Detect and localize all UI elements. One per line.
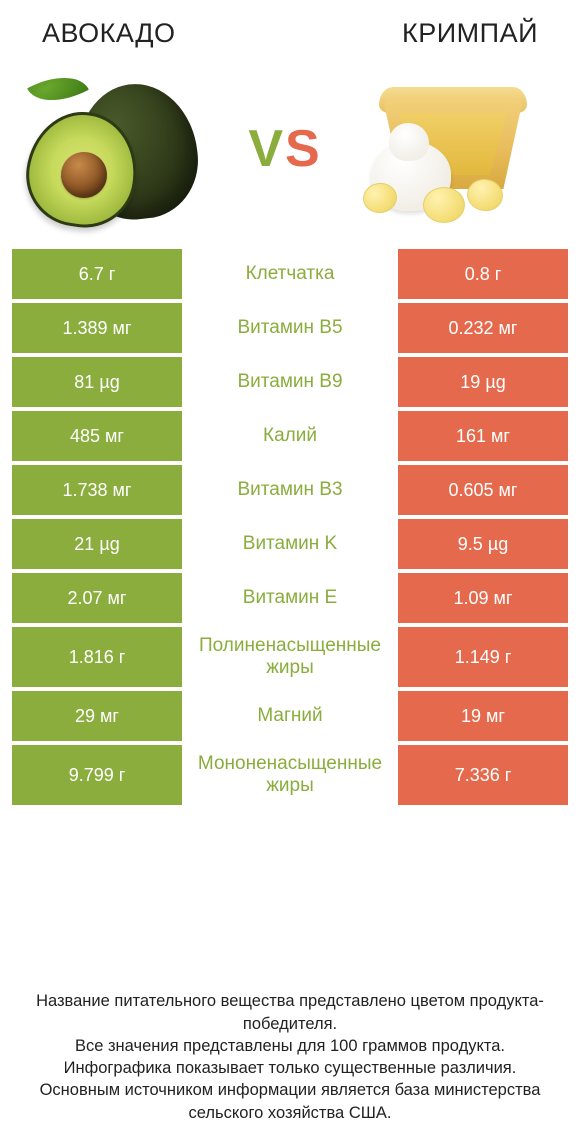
value-left: 6.7 г <box>12 249 182 299</box>
value-right: 7.336 г <box>398 745 568 805</box>
value-left: 1.738 мг <box>12 465 182 515</box>
titles-row: АВОКАДО КРИМПАЙ <box>12 18 568 59</box>
food-left-image <box>22 69 222 229</box>
footer-line: Инфографика показывает только существенн… <box>26 1057 554 1079</box>
footer-notes: Название питательного вещества представл… <box>12 962 568 1124</box>
table-row: 485 мгКалий161 мг <box>12 411 568 461</box>
table-row: 1.389 мгВитамин B50.232 мг <box>12 303 568 353</box>
table-row: 6.7 гКлетчатка0.8 г <box>12 249 568 299</box>
footer-line: Название питательного вещества представл… <box>26 990 554 1035</box>
value-left: 21 µg <box>12 519 182 569</box>
comparison-infographic: АВОКАДО КРИМПАЙ VS 6 <box>0 0 580 1144</box>
value-left: 81 µg <box>12 357 182 407</box>
table-row: 1.738 мгВитамин B30.605 мг <box>12 465 568 515</box>
nutrient-label: Витамин B5 <box>182 303 398 353</box>
title-right: КРИМПАЙ <box>402 18 538 49</box>
nutrient-label: Полиненасыщенные жиры <box>182 627 398 687</box>
table-row: 81 µgВитамин B919 µg <box>12 357 568 407</box>
nutrient-label: Магний <box>182 691 398 741</box>
value-right: 161 мг <box>398 411 568 461</box>
footer-line: Все значения представлены для 100 граммо… <box>26 1035 554 1057</box>
hero-row: VS <box>12 59 568 249</box>
value-left: 1.816 г <box>12 627 182 687</box>
value-right: 0.605 мг <box>398 465 568 515</box>
nutrient-label: Витамин E <box>182 573 398 623</box>
table-row: 2.07 мгВитамин E1.09 мг <box>12 573 568 623</box>
value-right: 9.5 µg <box>398 519 568 569</box>
value-left: 1.389 мг <box>12 303 182 353</box>
cream-pie-icon <box>363 79 533 219</box>
food-right-image <box>348 69 548 229</box>
value-right: 19 µg <box>398 357 568 407</box>
table-row: 9.799 гМононенасыщенные жиры7.336 г <box>12 745 568 805</box>
footer-line: Основным источником информации является … <box>26 1079 554 1124</box>
vs-letter-v: V <box>248 120 285 178</box>
value-right: 1.149 г <box>398 627 568 687</box>
vs-letter-s: S <box>285 120 322 178</box>
value-right: 1.09 мг <box>398 573 568 623</box>
nutrient-label: Мононенасыщенные жиры <box>182 745 398 805</box>
vs-badge: VS <box>248 123 321 175</box>
value-left: 9.799 г <box>12 745 182 805</box>
table-row: 1.816 гПолиненасыщенные жиры1.149 г <box>12 627 568 687</box>
nutrient-label: Клетчатка <box>182 249 398 299</box>
value-left: 485 мг <box>12 411 182 461</box>
title-left: АВОКАДО <box>42 18 176 49</box>
nutrient-label: Витамин K <box>182 519 398 569</box>
value-left: 2.07 мг <box>12 573 182 623</box>
value-right: 19 мг <box>398 691 568 741</box>
nutrient-label: Калий <box>182 411 398 461</box>
table-row: 21 µgВитамин K9.5 µg <box>12 519 568 569</box>
value-left: 29 мг <box>12 691 182 741</box>
value-right: 0.232 мг <box>398 303 568 353</box>
value-right: 0.8 г <box>398 249 568 299</box>
nutrition-table: 6.7 гКлетчатка0.8 г1.389 мгВитамин B50.2… <box>12 249 568 962</box>
avocado-icon <box>27 74 217 224</box>
table-row: 29 мгМагний19 мг <box>12 691 568 741</box>
nutrient-label: Витамин B9 <box>182 357 398 407</box>
nutrient-label: Витамин B3 <box>182 465 398 515</box>
